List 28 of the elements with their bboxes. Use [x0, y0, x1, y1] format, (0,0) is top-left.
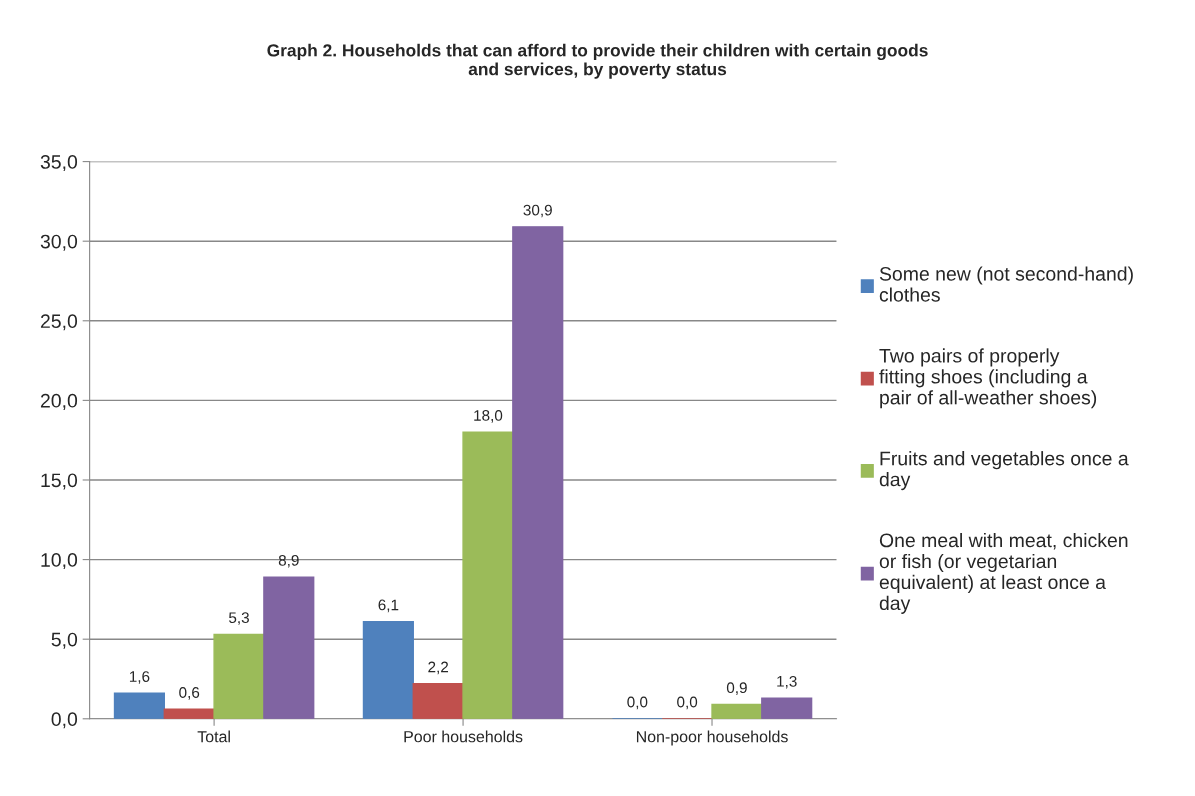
data-label: 6,1	[378, 599, 399, 613]
chart-title: Graph 2. Households that can afford to provide their children with certain goods and services, by poverty status	[267, 43, 928, 79]
data-label: 2,2	[428, 661, 449, 675]
legend-label: Some new (not second-hand) clothes	[879, 266, 1133, 302]
data-label: 1,3	[777, 675, 797, 689]
legend-label: One meal with meat, chicken or fish (or vegetarian equivalent) at least once a day	[879, 532, 1128, 614]
y-tick-label: 0,0	[51, 712, 78, 729]
data-label: 0,6	[179, 687, 200, 700]
data-label: 0,0	[677, 696, 698, 710]
x-tick-label: Total	[197, 730, 230, 743]
data-label: 30,9	[523, 204, 552, 218]
data-label: 8,9	[278, 554, 299, 568]
legend-label: Two pairs of properly fitting shoes (including a pair of all-weather shoes)	[879, 348, 1097, 409]
data-label: 18,0	[474, 410, 503, 423]
legend-label: Fruits and vegetables once a day	[879, 451, 1129, 491]
y-tick-label: 15,0	[41, 473, 78, 490]
y-tick-label: 30,0	[40, 234, 78, 251]
data-label: 5,3	[228, 612, 249, 625]
data-label: 0,9	[726, 682, 747, 695]
y-tick-label: 5,0	[51, 632, 78, 649]
y-tick-label: 20,0	[40, 393, 78, 410]
y-tick-label: 10,0	[41, 553, 78, 570]
data-label: 0,0	[627, 696, 648, 710]
data-label: 1,6	[129, 671, 150, 684]
y-tick-label: 35,0	[40, 155, 78, 172]
x-tick-label: Non-poor households	[636, 730, 788, 746]
y-tick-label: 25,0	[40, 314, 78, 331]
x-tick-label: Poor households	[404, 730, 523, 743]
